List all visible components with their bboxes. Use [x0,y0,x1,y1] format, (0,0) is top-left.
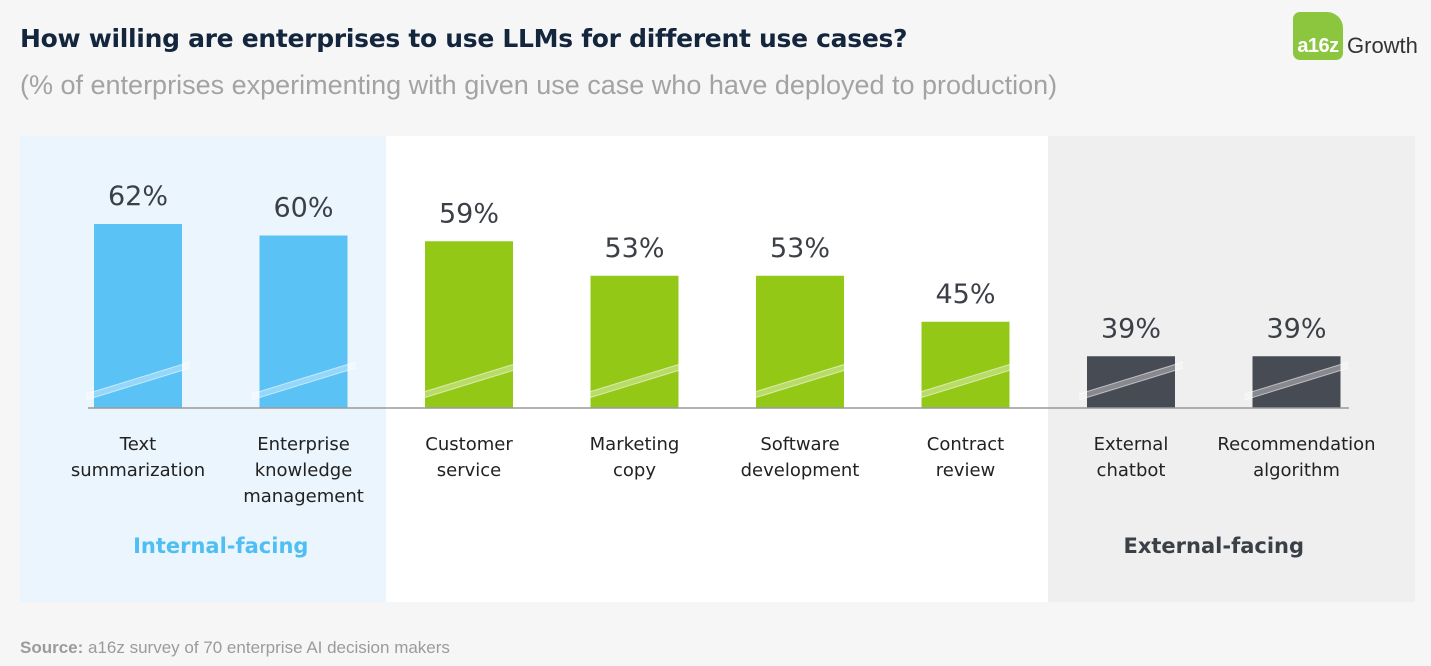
category-label-3-line-1: Customer [425,434,513,455]
bar-7 [1087,356,1175,408]
category-label-1-line-2: summarization [71,460,205,481]
bar-3 [425,241,513,408]
category-label-7-line-2: chatbot [1097,460,1166,481]
bar-2 [259,235,348,408]
category-label-1-line-1: Text [119,434,156,455]
axis-break-band-3 [417,362,521,400]
category-label-4-line-1: Marketing [590,434,680,455]
bar-4 [590,275,679,408]
category-label-7-line-1: External [1094,434,1169,455]
data-label-5: 53% [770,233,830,264]
logo-text: Growth [1347,33,1418,58]
data-label-3: 59% [439,198,499,229]
logo-badge: a16z [1293,12,1343,60]
data-label-7: 39% [1101,313,1161,344]
axis-break-line-top-2 [251,361,356,395]
axis-break-band-7 [1079,362,1183,400]
data-label-2: 60% [273,193,333,224]
axis-break-band-5 [748,362,852,400]
axis-break-band-1 [86,362,190,400]
category-label-4-line-2: copy [613,460,656,481]
a16z-growth-logo: a16z Growth [1293,12,1418,60]
category-label-6-line-1: Contract [927,434,1004,455]
axis-break-line-top-3 [416,361,522,395]
bar-1 [94,224,182,408]
axis-break-line-top-8 [1244,361,1349,395]
axis-break-line-bottom-7 [1078,367,1184,401]
category-label-2-line-3: management [243,486,364,507]
category-label-2-line-1: Enterprise [257,434,350,455]
data-label-6: 45% [935,279,995,310]
category-label-3-line-2: service [437,460,501,481]
axis-break-line-bottom-8 [1244,367,1349,401]
chart-subtitle: (% of enterprises experimenting with giv… [20,70,1058,100]
bar-6 [921,321,1010,408]
source-note: Source: a16z survey of 70 enterprise AI … [20,638,450,658]
data-label-4: 53% [604,233,664,264]
chart-title: How willing are enterprises to use LLMs … [20,24,908,53]
data-label-1: 62% [108,181,168,212]
category-label-6-line-2: review [936,460,996,481]
axis-break-line-top-6 [913,361,1018,395]
category-label-8-line-2: algorithm [1253,460,1340,481]
axis-break-band-4 [582,362,687,400]
source-label: Source: [20,638,84,657]
category-label-2-line-2: knowledge [255,460,353,481]
axis-break-line-top-7 [1078,361,1184,395]
axis-break-line-top-4 [582,361,687,395]
axis-break-line-bottom-6 [913,367,1018,401]
bar-8 [1252,356,1341,408]
category-label-5-line-1: Software [760,434,839,455]
category-label-5-line-2: development [741,460,860,481]
axis-break-line-top-5 [747,361,853,395]
internal-facing-group-label: Internal-facing [133,534,308,558]
category-label-8-line-1: Recommendation [1217,434,1375,455]
axis-break-line-bottom-2 [251,367,356,401]
axis-break-line-bottom-4 [582,367,687,401]
bar-5 [756,275,844,408]
axis-break-line-bottom-3 [416,367,522,401]
axis-break-line-top-1 [85,361,191,395]
axis-break-line-bottom-5 [747,367,853,401]
axis-break-band-8 [1244,362,1349,400]
data-label-8: 39% [1266,313,1326,344]
axis-break-line-bottom-1 [85,367,191,401]
external-facing-group-label: External-facing [1124,534,1305,558]
source-text: a16z survey of 70 enterprise AI decision… [83,638,450,657]
axis-break-band-2 [251,362,356,400]
axis-break-band-6 [913,362,1018,400]
